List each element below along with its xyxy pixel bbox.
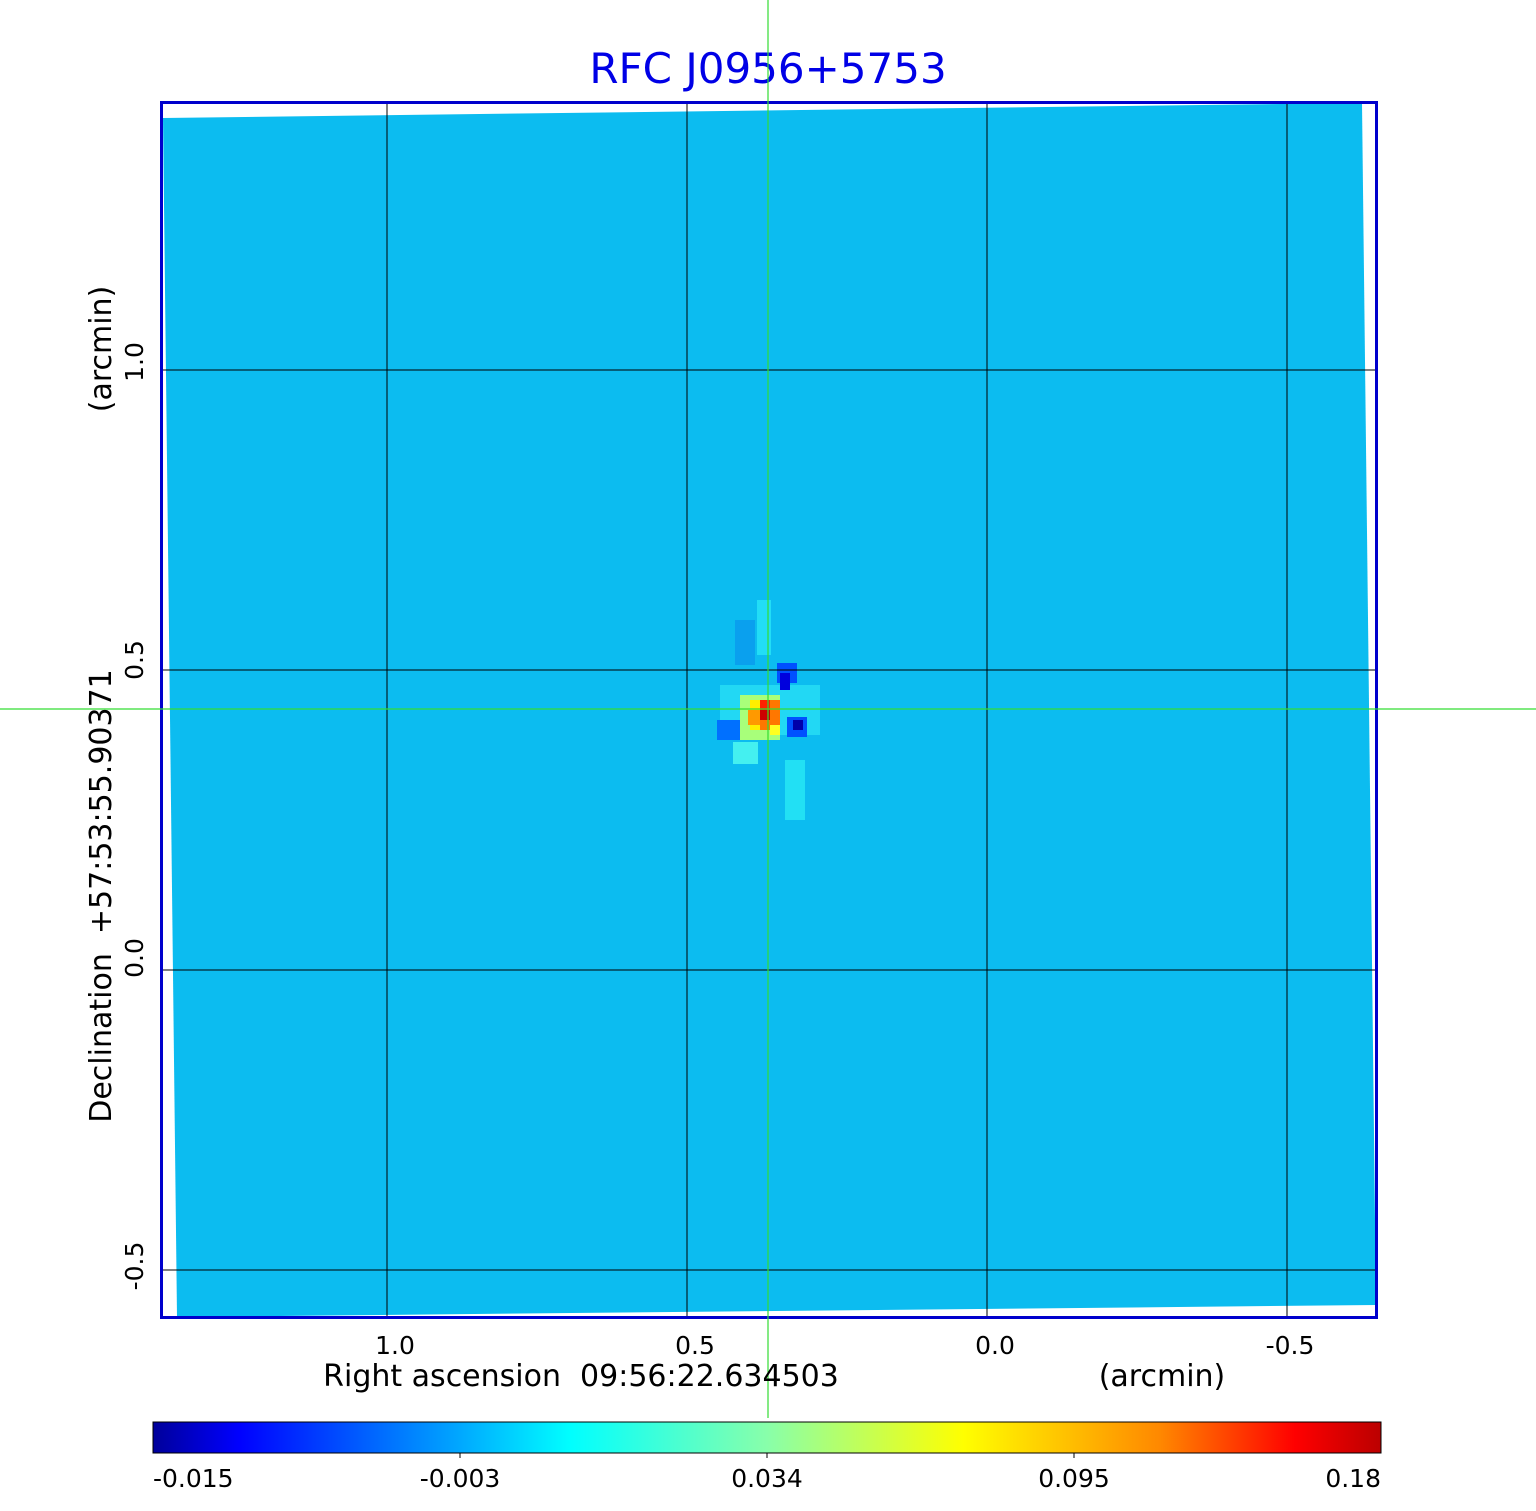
y-tick-label: 0.0 (120, 938, 149, 978)
colorbar (152, 1421, 1382, 1454)
x-axis-unit: (arcmin) (1099, 1359, 1226, 1394)
x-tick-label: 0.0 (975, 1331, 1015, 1360)
x-tick-label: -0.5 (1266, 1331, 1315, 1360)
colorbar-ticks (459, 1453, 1075, 1458)
x-axis-label: Right ascension 09:56:22.634503 (323, 1359, 839, 1394)
plot-frame (160, 101, 1378, 1319)
colorbar-tick-label: 0.18 (1325, 1464, 1381, 1493)
colorbar-tick-label: -0.003 (420, 1464, 501, 1493)
source-emission (717, 600, 820, 820)
y-axis-unit: (arcmin) (84, 286, 119, 413)
y-axis-label: Declination +57:53:55.90371 (84, 669, 119, 1123)
x-tick-label: 1.0 (375, 1331, 415, 1360)
y-tick-label: -0.5 (120, 1242, 149, 1291)
y-tick-label: 0.5 (120, 640, 149, 680)
y-tick-label: 1.0 (120, 342, 149, 382)
colorbar-tick-label: 0.095 (1038, 1464, 1110, 1493)
crosshair (0, 0, 1536, 1418)
x-tick-label: 0.5 (675, 1331, 715, 1360)
colorbar-tick-label: 0.034 (731, 1464, 803, 1493)
grid-lines (161, 102, 1377, 1318)
colorbar-tick-label: -0.015 (153, 1464, 234, 1493)
